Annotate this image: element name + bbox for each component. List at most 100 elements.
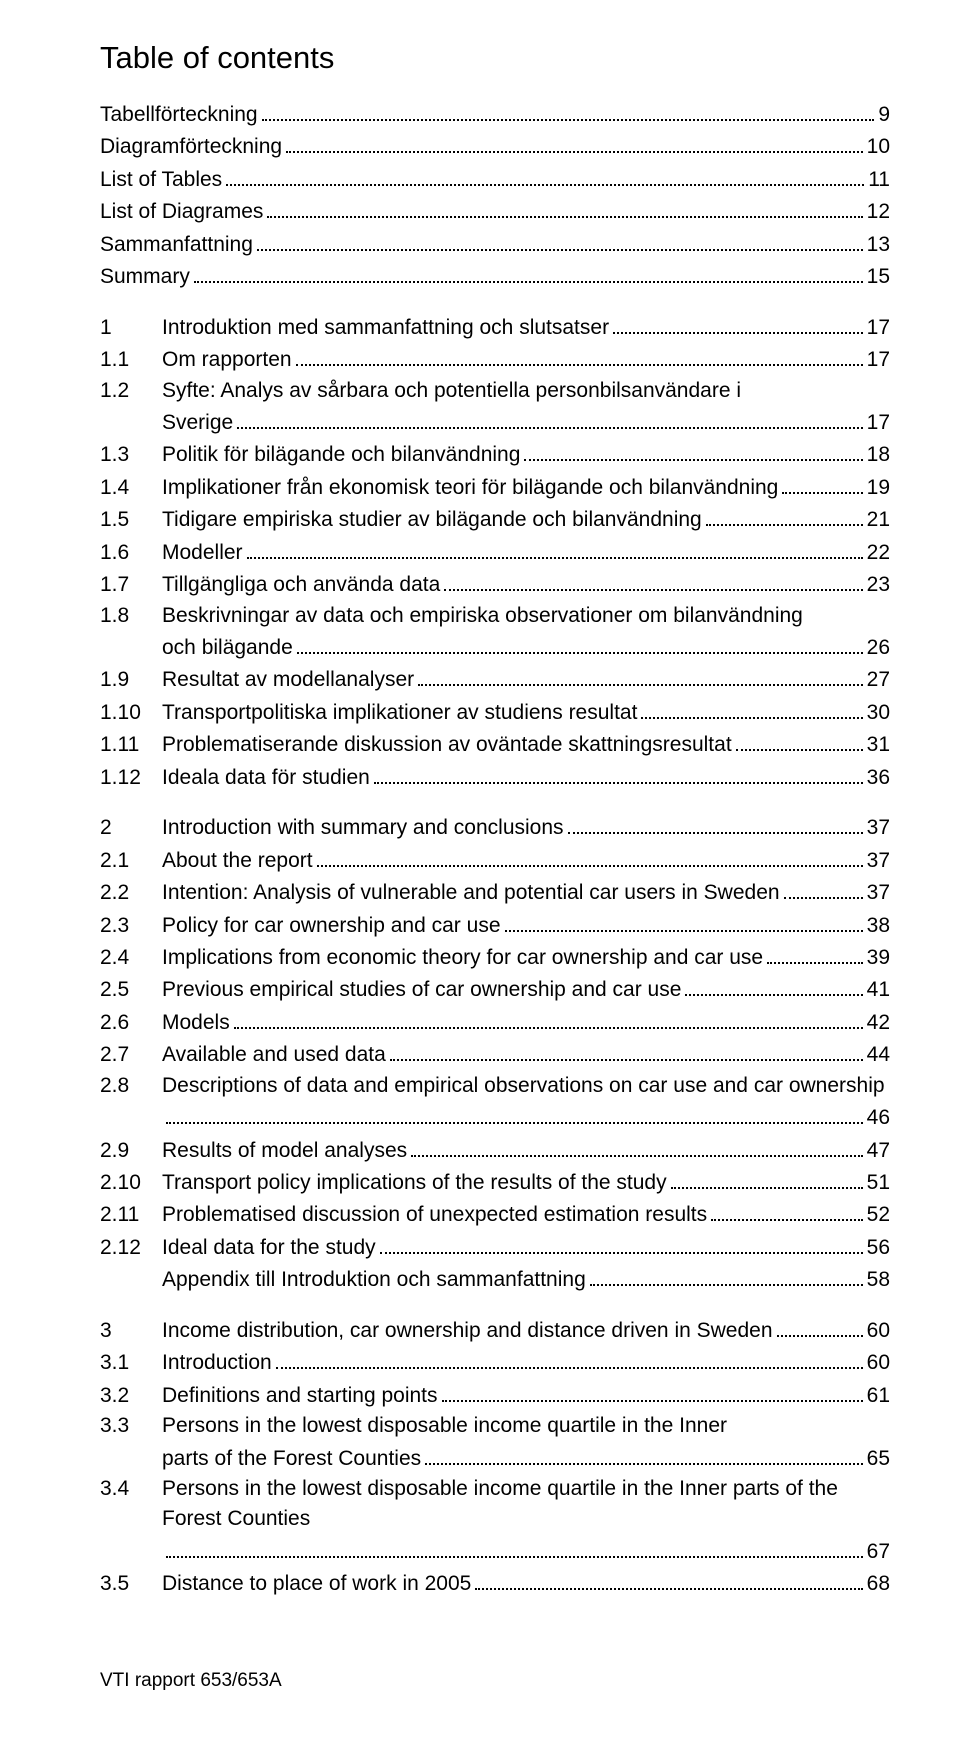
toc-entry-page: 11: [868, 165, 890, 195]
toc-entry-number: 2.5: [100, 975, 162, 1005]
toc-entry-number: 2.3: [100, 911, 162, 941]
toc-entry: Sammanfattning13: [100, 228, 890, 260]
toc-entry-number: 1.10: [100, 698, 162, 728]
toc-entry-page: 68: [867, 1569, 890, 1599]
toc-entry-label: Resultat av modellanalyser: [162, 665, 414, 695]
toc-entry-page: 9: [878, 100, 890, 130]
toc-entry-number: 1.6: [100, 538, 162, 568]
footer-text: VTI rapport 653/653A: [100, 1670, 890, 1692]
section-gap: [100, 293, 890, 311]
toc-entry-page: 52: [867, 1200, 890, 1230]
toc-leader-dots: [784, 876, 863, 899]
toc-entry-number: 2.10: [100, 1168, 162, 1198]
toc-entry-label: Introduktion med sammanfattning och slut…: [162, 313, 609, 343]
toc-entry-number: 2.7: [100, 1040, 162, 1070]
toc-leader-dots: [226, 163, 864, 186]
toc-leader-dots: [286, 130, 863, 153]
toc-entry-label: Previous empirical studies of car owners…: [162, 975, 681, 1005]
toc-entry-label: Implications from economic theory for ca…: [162, 943, 763, 973]
toc-entry-page: 47: [867, 1136, 890, 1166]
toc-leader-dots: [590, 1263, 863, 1286]
toc-entry-number: 2.8: [100, 1071, 162, 1101]
toc-entry-page: 17: [867, 313, 890, 343]
toc-entry: 1.6Modeller22: [100, 536, 890, 568]
toc-leader-dots: [782, 471, 862, 494]
toc-leader-dots: [166, 1101, 863, 1124]
toc-entry: 1.3Politik för bilägande och bilanvändni…: [100, 438, 890, 470]
toc-leader-dots: [568, 811, 863, 834]
toc-entry-page: 26: [867, 633, 890, 663]
toc-entry: 1.5Tidigare empiriska studier av bilägan…: [100, 503, 890, 535]
toc-entry-page: 17: [867, 408, 890, 438]
toc-entry-number: 1.7: [100, 570, 162, 600]
toc-entry: 2.7Available and used data44: [100, 1038, 890, 1070]
toc-entry-label: Politik för bilägande och bilanvändning: [162, 440, 520, 470]
toc-entry-label: Policy for car ownership and car use: [162, 911, 501, 941]
toc-entry-label: Beskrivningar av data och empiriska obse…: [162, 601, 890, 631]
toc-entry: 2.3Policy for car ownership and car use3…: [100, 909, 890, 941]
toc-entry-label: Tabellförteckning: [100, 100, 258, 130]
toc-leader-dots: [475, 1567, 862, 1590]
toc-entry-page: 51: [867, 1168, 890, 1198]
toc-leader-dots: [671, 1166, 863, 1189]
toc-entry-label: About the report: [162, 846, 313, 876]
toc-entry-label: Ideala data för studien: [162, 763, 370, 793]
toc-entry-number: 1.2: [100, 376, 162, 406]
toc-entry-page: 37: [867, 846, 890, 876]
toc-entry-number: 1.12: [100, 763, 162, 793]
table-of-contents: Tabellförteckning9Diagramförteckning10Li…: [100, 98, 890, 1600]
toc-entry: 3.1Introduction60: [100, 1346, 890, 1378]
toc-entry-page: 21: [867, 505, 890, 535]
toc-entry-label: Persons in the lowest disposable income …: [162, 1474, 890, 1535]
toc-entry-label: Distance to place of work in 2005: [162, 1569, 471, 1599]
toc-entry-label: Diagramförteckning: [100, 132, 282, 162]
page-container: Table of contents Tabellförteckning9Diag…: [0, 0, 960, 1742]
toc-entry-page: 17: [867, 345, 890, 375]
toc-entry-number: 3.1: [100, 1348, 162, 1378]
toc-entry-number: 1.5: [100, 505, 162, 535]
toc-entry-label-cont: Sverige: [162, 408, 233, 438]
toc-leader-dots: [442, 1379, 863, 1402]
toc-entry-label: Available and used data: [162, 1040, 386, 1070]
toc-entry: 1.8Beskrivningar av data och empiriska o…: [100, 601, 890, 664]
toc-entry: 1.11Problematiserande diskussion av ovän…: [100, 728, 890, 760]
toc-leader-dots: [706, 503, 863, 526]
toc-leader-dots: [444, 568, 862, 591]
toc-entry: 1.7Tillgängliga och använda data23: [100, 568, 890, 600]
toc-entry-page: 31: [867, 730, 890, 760]
toc-leader-dots: [166, 1535, 863, 1558]
toc-entry: 1Introduktion med sammanfattning och slu…: [100, 311, 890, 343]
toc-entry: List of Tables 11: [100, 163, 890, 195]
toc-entry-page: 30: [867, 698, 890, 728]
toc-leader-dots: [418, 663, 863, 686]
toc-leader-dots: [685, 973, 862, 996]
toc-leader-dots: [411, 1134, 863, 1157]
toc-entry: 2.8Descriptions of data and empirical ob…: [100, 1071, 890, 1134]
toc-entry-number: 2.1: [100, 846, 162, 876]
toc-entry-number: 1.11: [100, 730, 162, 760]
toc-entry-page: 18: [867, 440, 890, 470]
toc-entry-number: 1.1: [100, 345, 162, 375]
toc-entry-label: Transportpolitiska implikationer av stud…: [162, 698, 637, 728]
toc-entry: 2Introduction with summary and conclusio…: [100, 811, 890, 843]
toc-leader-dots: [297, 631, 863, 654]
toc-entry-page: 56: [867, 1233, 890, 1263]
toc-entry-label: Results of model analyses: [162, 1136, 407, 1166]
toc-leader-dots: [767, 941, 863, 964]
toc-entry-label: List of Diagrames: [100, 197, 263, 227]
toc-leader-dots: [425, 1442, 863, 1465]
toc-entry-label: Introduction with summary and conclusion…: [162, 813, 564, 843]
toc-entry-label: List of Tables: [100, 165, 222, 195]
toc-entry: 1.10Transportpolitiska implikationer av …: [100, 696, 890, 728]
toc-entry-label-cont: parts of the Forest Counties: [162, 1444, 421, 1474]
toc-leader-dots: [374, 761, 863, 784]
toc-entry: 2.12Ideal data for the study56: [100, 1231, 890, 1263]
toc-leader-dots: [237, 406, 862, 429]
toc-entry-label: Transport policy implications of the res…: [162, 1168, 667, 1198]
toc-entry-label: Introduction: [162, 1348, 272, 1378]
toc-entry-label: Models: [162, 1008, 230, 1038]
toc-leader-dots: [641, 696, 862, 719]
toc-entry: 1.4Implikationer från ekonomisk teori fö…: [100, 471, 890, 503]
toc-entry: Summary15: [100, 260, 890, 292]
toc-entry: 3Income distribution, car ownership and …: [100, 1314, 890, 1346]
